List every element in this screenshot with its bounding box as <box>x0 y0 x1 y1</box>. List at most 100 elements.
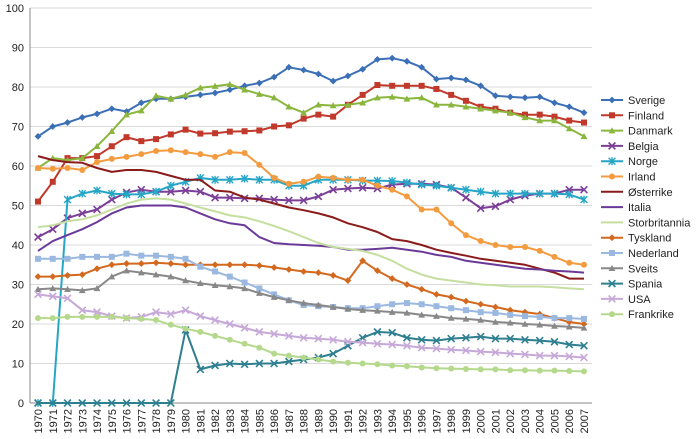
data-point <box>226 261 234 269</box>
x-tick-label: 2002 <box>505 409 517 433</box>
data-point <box>153 252 160 259</box>
data-point <box>330 174 337 181</box>
data-point <box>418 94 426 101</box>
x-tick-label: 2000 <box>476 409 488 433</box>
data-point <box>403 363 410 370</box>
data-point <box>507 243 514 250</box>
data-point <box>447 74 455 82</box>
data-point <box>49 178 56 185</box>
x-tick-label: 1988 <box>299 409 311 433</box>
x-tick-label: 1984 <box>240 409 252 433</box>
data-point <box>433 303 440 310</box>
data-point <box>196 312 205 321</box>
data-point <box>536 247 543 254</box>
y-axis-ticks: 0 10 20 30 40 50 60 70 80 90 100 <box>6 3 24 410</box>
y-tick-label: 90 <box>12 43 24 55</box>
data-point <box>78 154 86 161</box>
data-point <box>388 93 396 100</box>
x-tick-label: 2006 <box>564 409 576 433</box>
data-point <box>462 232 469 239</box>
data-point <box>256 285 263 292</box>
legend-item: Tyskland <box>601 233 671 245</box>
legend-label: Norge <box>628 156 658 168</box>
x-axis-ticks: 1970 1971 1972 1973 1974 1975 1976 1977 1978 1979… <box>33 409 591 433</box>
data-point <box>123 153 130 160</box>
data-point <box>64 313 71 320</box>
data-point <box>182 255 189 262</box>
data-point <box>270 73 278 81</box>
legend-item: Sveits <box>601 263 658 275</box>
data-point <box>359 176 366 183</box>
data-point <box>196 91 204 99</box>
data-point <box>35 315 41 322</box>
data-point <box>491 202 500 211</box>
data-point <box>388 54 396 62</box>
data-point <box>93 142 101 149</box>
data-point <box>285 103 293 110</box>
data-point <box>388 275 396 282</box>
data-point <box>565 323 573 330</box>
data-point <box>152 95 160 103</box>
series-storbritannia <box>37 197 585 291</box>
data-point <box>461 193 470 202</box>
data-point <box>492 92 499 100</box>
x-tick-label: 1973 <box>77 409 89 433</box>
data-point <box>521 320 529 327</box>
data-point <box>152 308 161 317</box>
legend-item: Italia <box>601 202 652 214</box>
series-østerrike <box>37 155 584 280</box>
data-point <box>418 63 426 71</box>
data-point <box>374 94 381 101</box>
data-point <box>344 359 351 366</box>
data-point <box>402 341 411 350</box>
data-point <box>300 354 307 361</box>
data-point <box>403 300 410 307</box>
data-point <box>182 261 189 269</box>
data-point <box>476 204 485 213</box>
data-point <box>447 101 455 108</box>
x-tick-label: 1992 <box>358 409 370 433</box>
data-point <box>153 136 160 143</box>
data-point <box>506 195 515 204</box>
data-point <box>374 55 381 63</box>
data-point <box>447 293 455 301</box>
y-tick-label: 40 <box>12 240 24 252</box>
data-point <box>35 255 41 262</box>
data-point <box>182 149 189 156</box>
data-point <box>152 92 160 99</box>
data-point <box>225 175 234 184</box>
legend-item: Storbritannia <box>601 217 691 229</box>
data-point <box>403 82 410 89</box>
data-point <box>403 193 410 200</box>
series-tyskland <box>34 257 588 328</box>
data-point <box>492 107 499 114</box>
data-point <box>49 273 57 280</box>
data-point <box>506 109 514 116</box>
data-point <box>477 82 485 90</box>
data-point <box>49 165 56 172</box>
data-point <box>374 267 381 275</box>
data-point <box>211 89 219 97</box>
legend-label: Storbritannia <box>628 217 691 229</box>
x-tick-label: 2004 <box>535 409 547 433</box>
data-point <box>477 316 485 323</box>
x-tick-label: 1997 <box>431 409 443 433</box>
data-point <box>461 333 470 342</box>
data-point <box>93 285 101 292</box>
data-point <box>285 352 292 359</box>
data-point <box>359 257 367 265</box>
data-point <box>329 185 338 194</box>
data-point <box>226 80 234 87</box>
y-tick-label: 70 <box>12 122 24 134</box>
data-point <box>565 125 573 132</box>
legend-label: Frankrike <box>628 309 674 321</box>
data-point <box>609 112 615 119</box>
data-point <box>403 178 411 187</box>
data-point <box>506 306 514 314</box>
data-point <box>226 283 234 290</box>
data-point <box>389 301 396 308</box>
data-point <box>167 321 174 328</box>
data-point <box>34 132 42 140</box>
data-point <box>608 157 616 166</box>
